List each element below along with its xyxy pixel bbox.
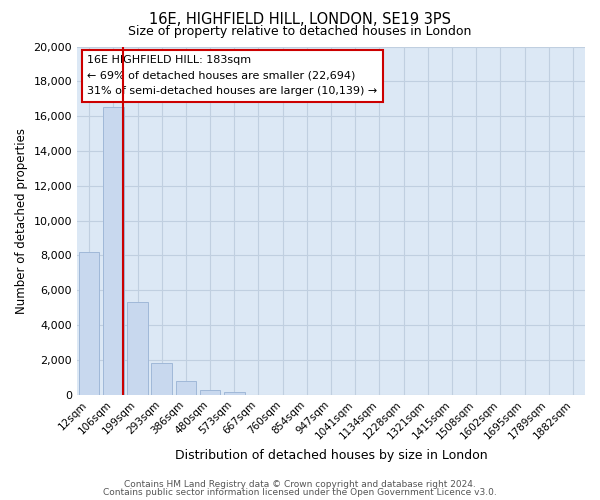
Text: 16E, HIGHFIELD HILL, LONDON, SE19 3PS: 16E, HIGHFIELD HILL, LONDON, SE19 3PS (149, 12, 451, 28)
Text: Contains public sector information licensed under the Open Government Licence v3: Contains public sector information licen… (103, 488, 497, 497)
Bar (103, 108, 124, 395)
Bar (176, 381, 196, 395)
Text: Contains HM Land Registry data © Crown copyright and database right 2024.: Contains HM Land Registry data © Crown c… (124, 480, 476, 489)
Bar (79, 252, 100, 395)
Bar (127, 302, 148, 395)
Text: Size of property relative to detached houses in London: Size of property relative to detached ho… (128, 25, 472, 38)
X-axis label: Distribution of detached houses by size in London: Distribution of detached houses by size … (175, 450, 487, 462)
Bar (224, 392, 245, 395)
Y-axis label: Number of detached properties: Number of detached properties (15, 128, 28, 314)
Text: 16E HIGHFIELD HILL: 183sqm
← 69% of detached houses are smaller (22,694)
31% of : 16E HIGHFIELD HILL: 183sqm ← 69% of deta… (87, 55, 377, 96)
Bar (151, 364, 172, 395)
Bar (200, 390, 220, 395)
